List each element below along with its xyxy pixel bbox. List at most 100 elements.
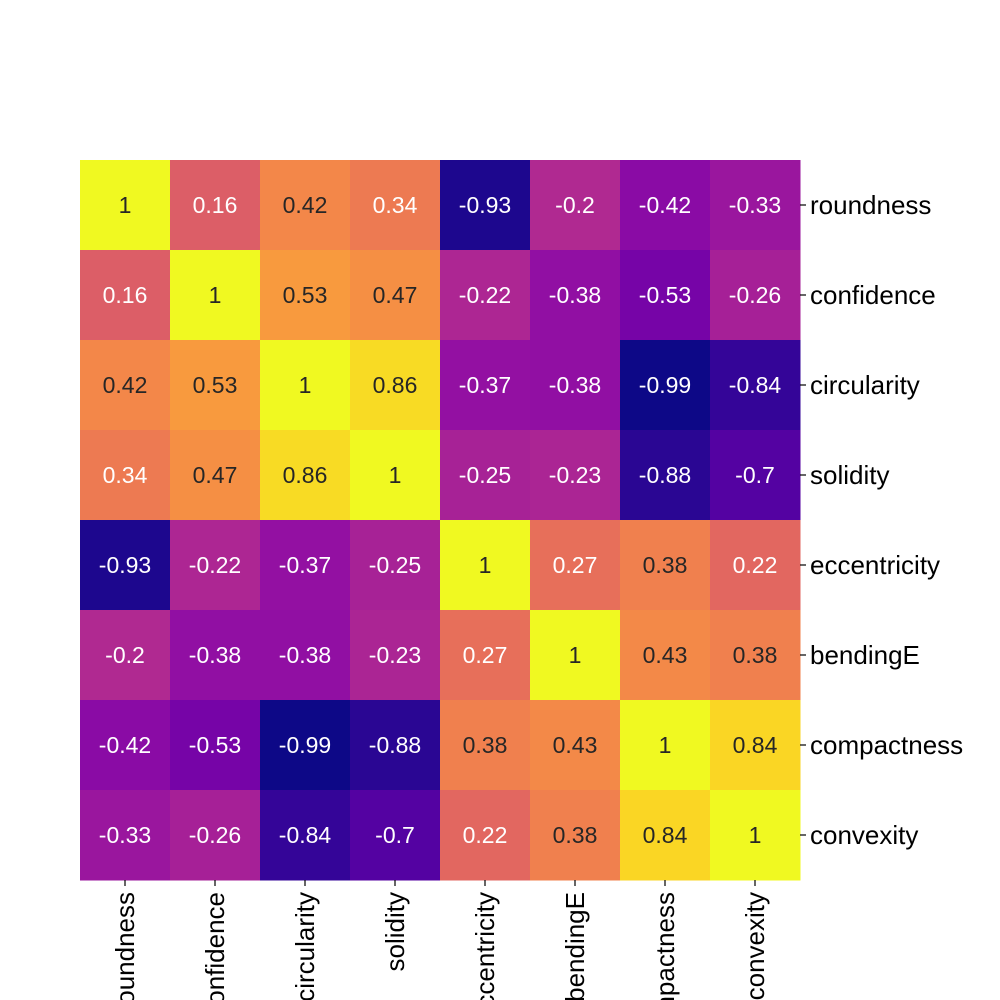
cell-value-label: -0.38: [279, 642, 331, 668]
heatmap-cell: [260, 340, 351, 431]
cell-value-label: -0.99: [279, 732, 331, 758]
cell-value-label: 0.38: [643, 552, 688, 578]
cell-value-label: -0.53: [639, 282, 691, 308]
column-axis: roundness confidence circularity solidity ec…: [110, 880, 770, 1000]
heatmap-cell: [710, 250, 801, 341]
cell-value-label: 0.16: [193, 192, 238, 218]
heatmap-cell: [440, 790, 531, 881]
heatmap-cell: [170, 340, 261, 431]
heatmap-cell: [260, 610, 351, 701]
cell-value-label: 0.42: [103, 372, 148, 398]
cell-value-label: 1: [659, 732, 672, 758]
heatmap-cell: [170, 250, 261, 341]
heatmap-cell: [620, 700, 711, 791]
cell-value-label: 0.38: [553, 822, 598, 848]
heatmap-cell: [530, 430, 621, 521]
cell-value-label: 0.22: [463, 822, 508, 848]
cell-value-label: -0.88: [369, 732, 421, 758]
heatmap-cell: [710, 700, 801, 791]
heatmap-cell: [710, 520, 801, 611]
cell-value-label: 1: [299, 372, 312, 398]
heatmap-cell: [530, 250, 621, 341]
heatmap-cell: [80, 700, 171, 791]
heatmap-cell: [170, 520, 261, 611]
row-tick-label: eccentricity: [810, 550, 940, 580]
cell-value-label: 0.84: [643, 822, 688, 848]
cell-value-label: 1: [119, 192, 132, 218]
heatmap-cell: [260, 790, 351, 881]
cell-value-label: 0.22: [733, 552, 778, 578]
heatmap-cell: [620, 430, 711, 521]
column-tick-label: bendingE: [560, 892, 590, 1000]
cell-value-label: 0.43: [553, 732, 598, 758]
heatmap-cell: [620, 610, 711, 701]
cell-value-label: 0.53: [283, 282, 328, 308]
heatmap-cell: [80, 160, 171, 251]
heatmap-cell: [620, 790, 711, 881]
cell-value-label: -0.84: [729, 372, 782, 398]
cell-value-label: 0.43: [643, 642, 688, 668]
heatmap-cell: [80, 430, 171, 521]
cell-value-label: -0.33: [99, 822, 151, 848]
column-tick-label: convexity: [740, 892, 770, 1000]
cell-value-label: -0.37: [459, 372, 511, 398]
column-tick-label: confidence: [200, 892, 230, 1000]
cell-value-label: 0.86: [373, 372, 418, 398]
heatmap-cell: [350, 610, 441, 701]
column-tick-label: circularity: [290, 892, 320, 1000]
cell-value-label: -0.42: [639, 192, 691, 218]
heatmap-cell: [170, 160, 261, 251]
cell-value-label: 0.38: [733, 642, 778, 668]
heatmap-cell: [350, 250, 441, 341]
heatmap-cell: [260, 700, 351, 791]
cell-value-label: -0.26: [189, 822, 241, 848]
heatmap-cell: [80, 250, 171, 341]
cell-value-label: -0.93: [99, 552, 151, 578]
cell-value-label: -0.53: [189, 732, 241, 758]
heatmap-cell: [350, 340, 441, 431]
heatmap-cell: [260, 430, 351, 521]
heatmap-cell: [620, 250, 711, 341]
cell-value-label: -0.37: [279, 552, 331, 578]
heatmap-cell: [440, 700, 531, 791]
heatmap-cell: [440, 250, 531, 341]
cell-value-label: -0.22: [189, 552, 241, 578]
cell-value-label: -0.38: [549, 372, 601, 398]
cell-value-label: -0.99: [639, 372, 691, 398]
heatmap-cell: [260, 160, 351, 251]
heatmap-cell: [170, 700, 261, 791]
heatmap-cell: [260, 250, 351, 341]
heatmap-cell: [260, 520, 351, 611]
heatmap-cell: [530, 700, 621, 791]
cell-value-label: -0.2: [555, 192, 595, 218]
cell-value-label: -0.26: [729, 282, 781, 308]
heatmap-cell: [440, 430, 531, 521]
heatmap-cell: [350, 430, 441, 521]
heatmap-cell: [80, 340, 171, 431]
cell-value-label: 0.86: [283, 462, 328, 488]
heatmap-cell: [710, 340, 801, 431]
cell-value-label: 0.42: [283, 192, 328, 218]
cell-value-label: -0.22: [459, 282, 511, 308]
heatmap-cell: [170, 790, 261, 881]
heatmap-cell: [530, 790, 621, 881]
cell-value-label: -0.25: [459, 462, 511, 488]
heatmap-cell: [440, 340, 531, 431]
row-tick-label: solidity: [810, 460, 889, 490]
heatmap-cell: [440, 520, 531, 611]
heatmap-annotations: 1 0.16 0.42 0.34 -0.93 -0.2 -0.42 -0.33 0.16 1 0.5…: [99, 192, 782, 848]
heatmap-cell: [350, 790, 441, 881]
cell-value-label: 1: [209, 282, 222, 308]
cell-value-label: -0.88: [639, 462, 691, 488]
row-tick-label: bendingE: [810, 640, 920, 670]
cell-value-label: -0.23: [369, 642, 421, 668]
cell-value-label: 0.27: [463, 642, 508, 668]
heatmap-cell: [620, 340, 711, 431]
heatmap-cell: [80, 790, 171, 881]
heatmap-cell: [710, 160, 801, 251]
cell-value-label: 0.84: [733, 732, 778, 758]
cell-value-label: 1: [749, 822, 762, 848]
cell-value-label: 0.34: [103, 462, 148, 488]
heatmap-cell: [80, 610, 171, 701]
